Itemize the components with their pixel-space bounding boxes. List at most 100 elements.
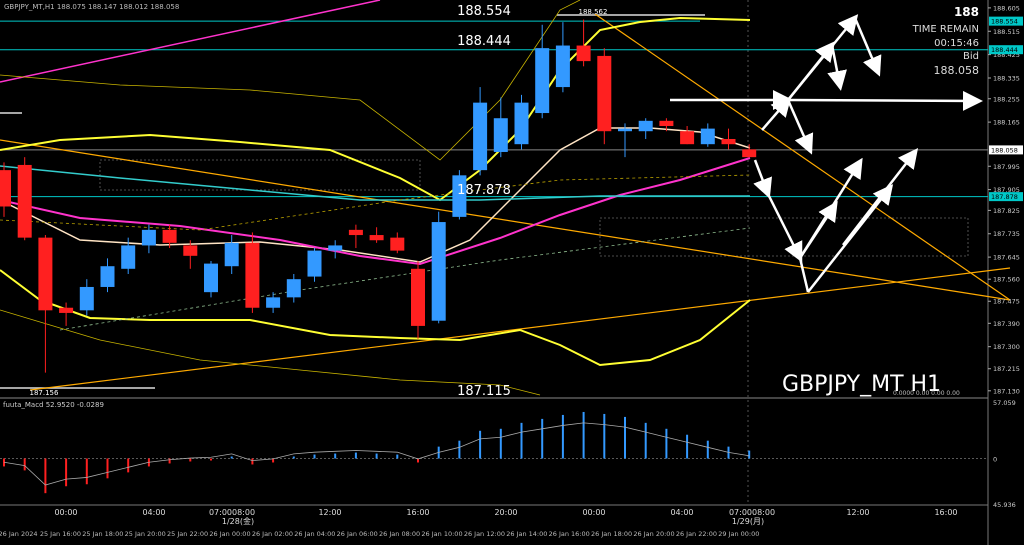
candle-body-18: [369, 235, 384, 241]
axis-highlight-label-0: 188.554: [991, 18, 1018, 26]
symbol-watermark: GBPJPY_MT H1: [782, 372, 941, 397]
candle-body-2: [38, 237, 53, 311]
axis-tick-label-5: 188.165: [993, 119, 1020, 127]
time-axis: 00:00 04:00 07:0008:00 12:00 16:00 20:00 00:00…: [0, 508, 958, 538]
candle-body-23: [473, 102, 488, 171]
candle-body-24: [493, 118, 508, 152]
chart-header: GBPJPY_MT,H1 188.075 188.147 188.012 188…: [4, 3, 179, 11]
axis-highlight-label-2: 188.058: [991, 146, 1018, 154]
axis-tick-label-14: 187.300: [993, 343, 1020, 351]
price-axis: 188.605 188.515 188.425 188.335 188.255 188.1…: [988, 4, 1023, 509]
candle-body-34: [700, 128, 715, 145]
candle-body-21: [431, 222, 446, 321]
level-label-188554: 188.554: [457, 4, 511, 19]
time-label-top-0: 00:00: [54, 508, 77, 517]
orange-resistance: [0, 139, 1011, 301]
date-label-0: 1/28(金): [222, 516, 254, 526]
macd-label: fuuta_Macd 52.9520 -0.0289: [3, 401, 104, 409]
macd-panel: [0, 411, 988, 494]
time-label-bottom-14: 26 Jan 18:00: [591, 530, 632, 538]
time-label-bottom-9: 26 Jan 08:00: [379, 530, 420, 538]
candle-body-30: [618, 128, 632, 132]
axis-tick-label-0: 188.605: [993, 4, 1020, 12]
time-label-top-9: 12:00: [846, 508, 869, 517]
axis-tick-label-15: 187.215: [993, 365, 1020, 373]
candle-body-0: [0, 170, 11, 207]
candle-body-17: [348, 229, 363, 236]
macd-signal-line: [3, 422, 750, 486]
candle-body-7: [141, 229, 156, 246]
forecast-arrow-13: [842, 148, 919, 246]
candle-body-19: [390, 237, 405, 251]
candle-body-32: [659, 120, 674, 127]
time-label-top-3: 12:00: [318, 508, 341, 517]
axis-tick-label-11: 187.560: [993, 276, 1020, 284]
candle-body-20: [411, 268, 425, 326]
axis-tick-label-1: 188.515: [993, 28, 1020, 36]
time-label-bottom-1: 25 Jan 16:00: [40, 530, 81, 538]
axis-highlight-1: [989, 45, 1023, 55]
axis-tick-label-3: 188.335: [993, 74, 1020, 82]
time-label-bottom-11: 26 Jan 12:00: [464, 530, 505, 538]
candle-body-36: [742, 149, 757, 158]
candle-body-31: [638, 120, 653, 132]
candle-body-8: [162, 229, 177, 243]
time-label-bottom-15: 26 Jan 20:00: [633, 530, 674, 538]
time-label-bottom-7: 26 Jan 04:00: [294, 530, 335, 538]
macd-axis-label-1: 0: [993, 456, 997, 464]
axis-tick-label-8: 187.825: [993, 207, 1020, 215]
candle-body-35: [721, 138, 736, 145]
time-label-bottom-0: 26 Jan 2024: [0, 530, 37, 538]
time-label-top-2: 07:0008:00: [209, 508, 255, 517]
time-label-bottom-5: 26 Jan 00:00: [209, 530, 250, 538]
time-label-top-6: 00:00: [582, 508, 605, 517]
axis-tick-label-9: 187.735: [993, 230, 1020, 238]
axis-tick-label-10: 187.645: [993, 254, 1020, 262]
candle-body-12: [245, 242, 260, 308]
time-label-top-1: 04:00: [142, 508, 165, 517]
low-marker-label: 187.156: [30, 389, 59, 397]
bid-value: 188.058: [934, 64, 980, 77]
candle-body-28: [576, 45, 591, 62]
dashed-olive: [0, 174, 751, 231]
candle-body-13: [266, 297, 281, 308]
axis-tick-label-4: 188.255: [993, 95, 1020, 103]
axis-highlight-label-3: 187.878: [991, 193, 1018, 201]
candle-body-14: [286, 279, 301, 298]
zone-box-left: [99, 159, 421, 191]
bollinger-lower: [0, 269, 751, 367]
candle-body-33: [680, 131, 695, 145]
time-label-bottom-4: 25 Jan 22:00: [167, 530, 208, 538]
indicator-lines: [0, 0, 1011, 396]
forecast-arrow-3: [787, 41, 836, 101]
magenta-trend: [0, 0, 381, 83]
candle-body-27: [555, 45, 570, 88]
orange-down: [594, 13, 1011, 301]
outer-upper: [0, 0, 581, 161]
time-label-bottom-3: 25 Jan 20:00: [125, 530, 166, 538]
axis-tick-label-13: 187.390: [993, 320, 1020, 328]
time-label-bottom-12: 26 Jan 14:00: [506, 530, 547, 538]
candle-body-29: [597, 55, 612, 132]
axis-tick-label-7: 187.905: [993, 186, 1020, 194]
bid-label: Bid: [963, 51, 979, 62]
date-label-1: 1/29(月): [732, 517, 764, 526]
high-marker-label: 188.562: [579, 8, 608, 16]
candle-body-10: [204, 263, 218, 293]
time-label-bottom-6: 26 Jan 02:00: [252, 530, 293, 538]
time-label-bottom-16: 26 Jan 22:00: [676, 530, 717, 538]
time-label-top-7: 04:00: [670, 508, 693, 517]
axis-tick-label-6: 187.995: [993, 163, 1020, 171]
ema-magenta: [0, 157, 751, 266]
axis-tick-label-2: 188.425: [993, 51, 1020, 59]
time-label-top-8: 07:0008:00: [729, 508, 775, 517]
forecast-arrow-8: [753, 159, 772, 199]
time-remain-value: 00:15:46: [934, 38, 979, 49]
candle-body-11: [224, 242, 239, 267]
forecast-arrow-12: [807, 184, 894, 293]
candle-body-5: [100, 266, 115, 287]
forecast-arrow-9: [766, 193, 803, 263]
forecast-arrow-4: [827, 44, 847, 91]
